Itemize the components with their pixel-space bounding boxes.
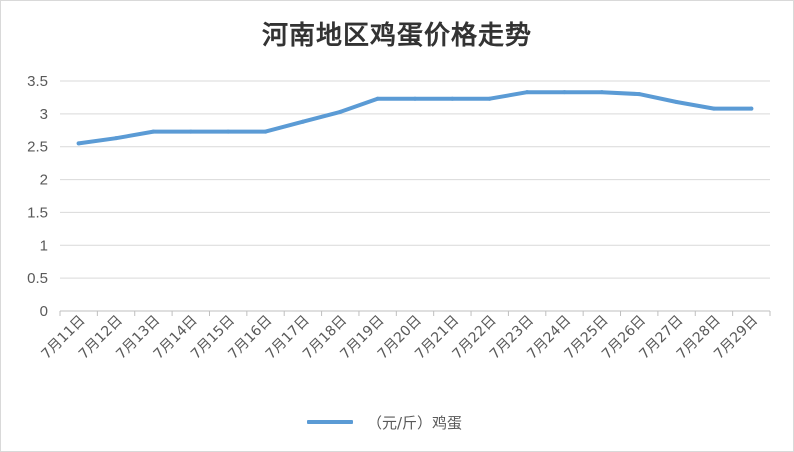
data-point [562,90,567,95]
data-point [450,96,455,101]
y-tick-label: 1 [40,237,48,254]
y-axis-ticks: 0 0.5 1 1.5 2 2.5 3 3.5 [27,73,48,320]
data-point [188,129,193,134]
legend-swatch-egg-price [307,420,353,424]
gridlines [59,80,771,316]
y-tick-label: 1.5 [27,204,48,221]
data-point [637,92,642,97]
data-point [226,129,231,134]
data-point [76,141,81,146]
data-point [674,100,679,105]
chart-title: 河南地区鸡蛋价格走势 [261,21,532,51]
data-point [525,90,530,95]
data-point [413,96,417,101]
y-tick-label: 2 [40,172,48,189]
y-tick-label: 0.5 [27,270,48,287]
data-point [114,136,119,141]
y-tick-label: 0 [40,303,48,320]
legend: （元/斤）鸡蛋 [307,412,462,432]
y-tick-label: 3 [40,106,48,123]
data-point [599,90,604,95]
data-point [151,129,156,134]
legend-label-egg-price: （元/斤）鸡蛋 [367,413,463,432]
data-point [300,119,305,124]
y-tick-label: 3.5 [27,73,48,90]
data-point [263,129,268,134]
y-tick-label: 2.5 [27,139,48,156]
data-point [711,106,716,111]
data-point [749,106,754,111]
data-point [487,96,492,101]
series-layer [76,90,754,146]
data-point [375,96,380,101]
x-axis-ticks: 7月11日7月12日7月13日7月14日7月15日7月16日7月17日7月18日… [38,313,761,363]
data-point [338,109,343,114]
